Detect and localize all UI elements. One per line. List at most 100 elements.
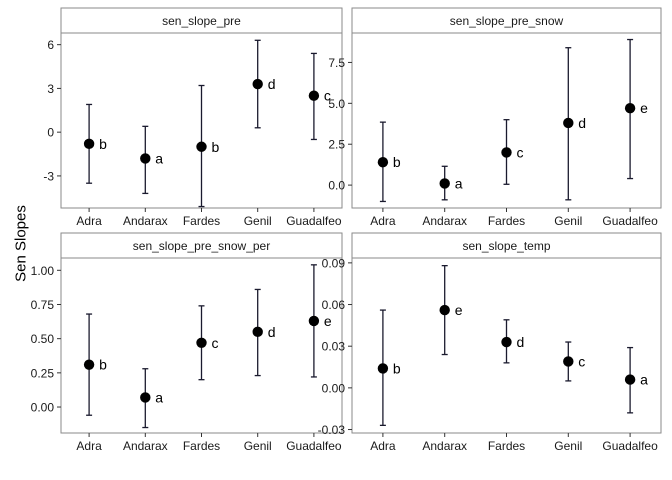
- y-tick-label: 0: [47, 126, 54, 140]
- data-point-group: c: [563, 341, 585, 382]
- group-letter-label: e: [455, 302, 463, 318]
- y-tick-label: 0.25: [31, 366, 55, 380]
- group-letter-label: a: [155, 150, 163, 166]
- data-point-group: d: [563, 47, 586, 201]
- x-tick-label: Fardes: [183, 439, 220, 453]
- data-point: [563, 117, 574, 129]
- data-point: [439, 178, 450, 189]
- facet-panel-4: sen_slope_temp -0.03 0.00 0.03 0.06 0.09 Adra A…: [318, 232, 662, 453]
- y-tick-label: 5.0: [328, 97, 345, 111]
- group-letter-label: e: [640, 100, 648, 116]
- y-tick-label: -0.03: [318, 423, 346, 437]
- y-tick-label: 0.00: [31, 401, 55, 415]
- y-tick-label: -3: [43, 169, 54, 183]
- group-letter-label: b: [99, 136, 107, 152]
- y-tick-label: 3: [47, 82, 54, 96]
- x-tick-label: Adra: [76, 439, 102, 453]
- y-tick-label: 0.09: [322, 256, 346, 270]
- data-point-group: b: [377, 309, 401, 427]
- group-letter-label: b: [393, 154, 401, 170]
- group-letter-label: a: [455, 175, 463, 191]
- facet-panel-3: sen_slope_pre_snow_per 0.00 0.25 0.50 0.75 1.…: [31, 232, 343, 453]
- x-tick-label: Fardes: [488, 439, 525, 453]
- y-tick-label: 0.0: [328, 179, 345, 193]
- data-point: [196, 337, 207, 348]
- group-letter-label: c: [578, 353, 585, 369]
- data-point-group: a: [140, 125, 163, 195]
- x-tick-label: Guadalfeo: [602, 214, 658, 228]
- x-tick-label: Andarax: [123, 214, 168, 228]
- data-point: [252, 326, 263, 338]
- data-point: [308, 90, 320, 101]
- group-letter-label: e: [324, 313, 332, 329]
- data-point: [501, 147, 512, 158]
- data-point-group: e: [624, 38, 648, 180]
- data-point: [563, 356, 574, 367]
- y-tick-label: 1.00: [31, 264, 55, 278]
- x-tick-label: Guadalfeo: [602, 439, 658, 453]
- data-point: [501, 336, 512, 348]
- data-point: [377, 363, 389, 374]
- data-point: [624, 103, 636, 114]
- facet-strip: [351, 232, 662, 259]
- data-point-group: b: [83, 103, 107, 184]
- data-point: [196, 141, 207, 152]
- group-letter-label: b: [393, 360, 401, 376]
- facet-title: sen_slope_temp: [462, 239, 550, 253]
- data-point: [140, 392, 151, 403]
- data-point-group: c: [196, 305, 219, 381]
- facet-title: sen_slope_pre_snow_per: [133, 239, 270, 253]
- x-tick-label: Genil: [554, 214, 582, 228]
- y-tick-label: 0.03: [322, 340, 346, 354]
- y-tick-label: 0.50: [31, 332, 55, 346]
- data-point: [308, 315, 320, 327]
- facet-strip: [60, 232, 343, 259]
- x-tick-label: Genil: [554, 439, 582, 453]
- data-point-group: a: [140, 368, 163, 429]
- y-tick-label: 2.5: [328, 138, 345, 152]
- y-tick-label: 7.5: [328, 56, 345, 70]
- data-point-group: b: [377, 121, 401, 203]
- y-tick-label: 0.75: [31, 298, 55, 312]
- x-tick-label: Genil: [244, 439, 272, 453]
- facet-panel-1: sen_slope_pre -3 0 3 6 Adra Andarax Fardes Genil…: [43, 7, 343, 228]
- x-tick-label: Adra: [370, 214, 396, 228]
- group-letter-label: d: [578, 115, 586, 131]
- group-letter-label: a: [155, 389, 163, 405]
- group-letter-label: a: [640, 372, 648, 388]
- data-point-group: b: [196, 84, 220, 208]
- data-point: [83, 359, 95, 370]
- data-point-group: d: [501, 319, 525, 364]
- group-letter-label: d: [268, 76, 276, 92]
- y-tick-label: 6: [47, 38, 54, 52]
- data-point-group: a: [624, 346, 648, 414]
- y-tick-label: 0.06: [322, 298, 346, 312]
- group-letter-label: c: [212, 335, 219, 351]
- group-letter-label: b: [212, 139, 220, 155]
- facet-strip: [351, 7, 662, 34]
- x-tick-label: Andarax: [422, 214, 467, 228]
- data-point: [83, 138, 95, 150]
- x-tick-label: Genil: [244, 214, 272, 228]
- data-point: [439, 304, 450, 316]
- y-tick-label: 0.00: [322, 381, 346, 395]
- x-tick-label: Fardes: [183, 214, 220, 228]
- facet-strip: [60, 7, 343, 34]
- facet-title: sen_slope_pre_snow: [450, 14, 564, 28]
- x-tick-label: Adra: [370, 439, 396, 453]
- x-tick-label: Guadalfeo: [286, 439, 342, 453]
- x-tick-label: Guadalfeo: [286, 214, 342, 228]
- x-tick-label: Andarax: [123, 439, 168, 453]
- data-point-group: d: [252, 39, 276, 129]
- data-point-group: e: [439, 264, 463, 356]
- data-point-group: b: [83, 313, 107, 416]
- data-point-group: e: [308, 264, 332, 378]
- group-letter-label: c: [324, 88, 331, 104]
- group-letter-label: d: [268, 324, 276, 340]
- data-point-group: a: [439, 165, 463, 201]
- group-letter-label: c: [517, 144, 524, 160]
- facet-panel-2: sen_slope_pre_snow 0.0 2.5 5.0 7.5 Adra Andara…: [328, 7, 662, 228]
- group-letter-label: d: [517, 334, 525, 350]
- group-letter-label: b: [99, 357, 107, 373]
